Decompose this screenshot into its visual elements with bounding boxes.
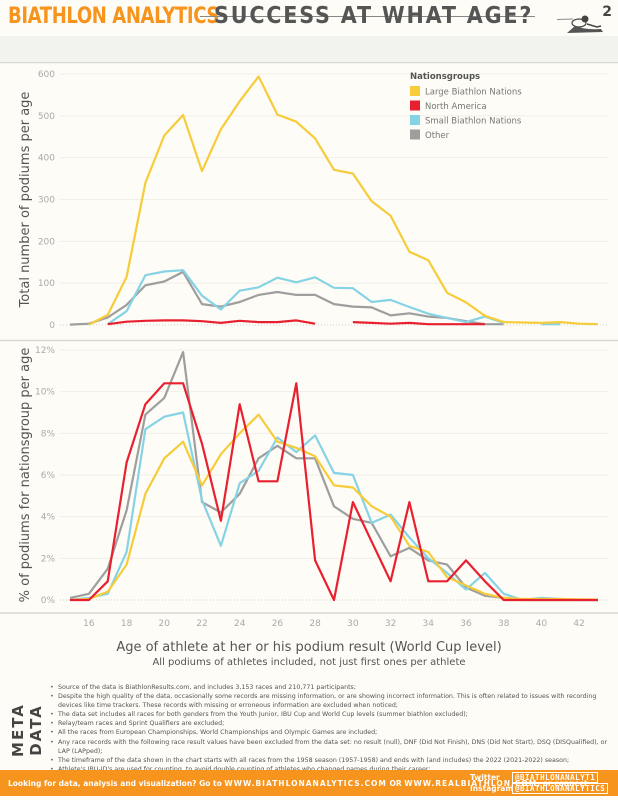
twitter-label: Twitter <box>470 773 500 782</box>
instagram-handle[interactable]: @BIATHLONANALYTICS <box>512 783 609 794</box>
x-tick-label: 30 <box>347 619 359 629</box>
y-tick-label: 0% <box>41 596 56 606</box>
footer: Looking for data, analysis and visualiza… <box>0 770 618 796</box>
y-tick-label: 0 <box>49 321 55 331</box>
x-tick-label: 16 <box>83 619 95 629</box>
y-tick-label: 10% <box>35 388 55 398</box>
meta-data-item: Source of the data is BiathlonResults.co… <box>50 683 615 692</box>
y-tick-label: 500 <box>38 112 55 122</box>
x-tick-label: 38 <box>498 619 510 629</box>
title-divider <box>200 16 535 17</box>
page-title: SUCCESS AT WHAT AGE? <box>214 3 534 29</box>
series-line-small-biathlon-nations <box>69 411 598 602</box>
y-tick-label: 2% <box>41 554 56 564</box>
legend-label: Small Biathlon Nations <box>425 117 522 127</box>
x-tick-label: 18 <box>121 619 133 629</box>
y-tick-label: 300 <box>38 196 55 206</box>
page-number: 2 <box>602 4 612 20</box>
footer-link-realbiathlon[interactable]: WWW.REALBIATHLON.COM <box>404 779 538 788</box>
x-tick-label: 20 <box>159 619 171 629</box>
y-tick-label: 100 <box>38 279 55 289</box>
podium-count-chart: 0 100 200 300 400 500 600 Total number of podiu… <box>0 62 618 331</box>
footer-link-biathlonanalytics[interactable]: WWW.BIATHLONANALYTICS.COM <box>224 779 387 788</box>
podium-percent-chart: 0% 2% 4% 6% 8% 10% 12%% of podiums for nations… <box>0 339 618 629</box>
x-tick-label: 36 <box>460 619 472 629</box>
x-tick-label: 40 <box>536 619 548 629</box>
legend-label: North America <box>425 102 487 112</box>
y-tick-label: 12% <box>35 346 55 356</box>
meta-data-item: Any race records with the following race… <box>50 738 615 756</box>
legend: Nationsgroups Large Biathlon Nations North… <box>410 72 522 141</box>
y-tick-label: 600 <box>38 70 55 80</box>
header: BIATHLON ANALYTICS SUCCESS AT WHAT AGE? … <box>0 0 618 36</box>
series-line-north-america <box>107 319 485 326</box>
series-line-small-biathlon-nations <box>107 269 561 326</box>
legend-label: Large Biathlon Nations <box>425 88 522 98</box>
legend-swatch <box>410 115 420 125</box>
x-tick-label: 22 <box>196 619 207 629</box>
legend-swatch <box>410 129 420 140</box>
y-axis-title: Total number of podiums per age <box>18 92 33 309</box>
y-tick-label: 400 <box>38 154 55 164</box>
y-tick-label: 6% <box>41 471 56 481</box>
skier-prone-shooting-icon <box>557 15 603 33</box>
header-band <box>0 36 618 62</box>
x-tick-label: 24 <box>234 619 246 629</box>
series-line-other <box>69 351 598 602</box>
series-line-north-america <box>70 382 598 602</box>
footer-prefix: Looking for data, analysis and visualiza… <box>8 779 225 788</box>
legend-swatch <box>410 100 420 111</box>
legend-title: Nationsgroups <box>410 72 480 82</box>
instagram-label: Instagram <box>470 784 514 793</box>
x-tick-label: 34 <box>423 619 435 629</box>
meta-data-list: Source of the data is BiathlonResults.co… <box>50 683 615 783</box>
meta-data-item: Athlete's IBU-ID's are used for counting… <box>50 765 615 774</box>
charts-area: 0 100 200 300 400 500 600 Total number of podiu… <box>0 62 618 629</box>
x-tick-label: 32 <box>385 619 396 629</box>
meta-data-item: Relay/team races and Sprint Qualifiers a… <box>50 719 615 728</box>
x-axis-title: Age of athlete at her or his podium resu… <box>116 640 502 655</box>
y-tick-label: 8% <box>41 429 56 439</box>
social-labels: Twitter Instagram <box>470 772 513 794</box>
meta-data-item: Despite the high quality of the data, oc… <box>50 692 615 710</box>
meta-data-item: The timeframe of the data shown in the c… <box>50 756 615 765</box>
legend-label: Other <box>425 131 450 141</box>
x-tick-label: 26 <box>272 619 284 629</box>
series-line-large-biathlon-nations <box>88 75 599 326</box>
brand-logo: BIATHLON ANALYTICS <box>8 4 219 29</box>
y-axis-title: % of podiums for nationsgroup per age <box>18 348 33 603</box>
x-tick-label: 28 <box>309 619 321 629</box>
meta-data-label: META DATA <box>9 703 45 757</box>
twitter-handle[interactable]: @BIATHLONANALYT1 <box>512 772 599 783</box>
legend-swatch <box>410 86 420 96</box>
footer-or: OR <box>386 779 405 788</box>
meta-data-item: All the races from European Championship… <box>50 728 615 737</box>
y-tick-label: 4% <box>41 513 56 523</box>
y-tick-label: 200 <box>38 237 55 247</box>
x-axis-subtitle: All podiums of athletes included, not ju… <box>152 657 466 668</box>
series-line-large-biathlon-nations <box>69 413 599 602</box>
meta-data-item: The data set includes all races for both… <box>50 710 615 719</box>
x-tick-label: 42 <box>573 619 584 629</box>
